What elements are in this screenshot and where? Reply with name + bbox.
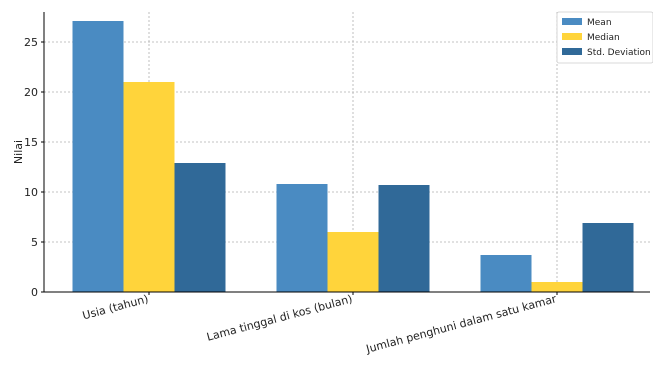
legend: Mean Median Std. Deviation — [556, 11, 653, 64]
bar — [72, 21, 124, 292]
x-tick-label: Lama tinggal di kos (bulan) — [205, 292, 353, 343]
y-axis-title: Nilai — [12, 140, 25, 164]
bar — [378, 185, 430, 292]
y-tick-label: 15 — [24, 136, 38, 149]
y-tick-label: 25 — [24, 36, 38, 49]
legend-swatch — [562, 18, 582, 25]
bar — [531, 282, 583, 292]
x-tick-label: Usia (tahun) — [81, 292, 150, 322]
bars — [72, 21, 634, 292]
y-ticks: 0 5 10 15 20 25 — [24, 36, 44, 299]
legend-label: Std. Deviation — [587, 48, 651, 58]
axes — [43, 12, 650, 293]
bar — [174, 163, 226, 292]
bar — [327, 232, 379, 292]
y-tick-label: 20 — [24, 86, 38, 99]
bar — [123, 82, 175, 292]
y-tick-label: 10 — [24, 186, 38, 199]
bar — [480, 255, 532, 292]
legend-label: Mean — [587, 18, 612, 28]
legend-label: Median — [587, 33, 620, 43]
x-ticks: Usia (tahun) Lama tinggal di kos (bulan) J… — [81, 292, 558, 356]
bar — [276, 184, 328, 292]
x-tick-label: Jumlah penghuni dalam satu kamar — [364, 292, 558, 356]
legend-swatch — [562, 33, 582, 40]
y-tick-label: 0 — [31, 286, 38, 299]
y-tick-label: 5 — [31, 236, 38, 249]
legend-swatch — [562, 48, 582, 55]
bar — [582, 223, 634, 292]
